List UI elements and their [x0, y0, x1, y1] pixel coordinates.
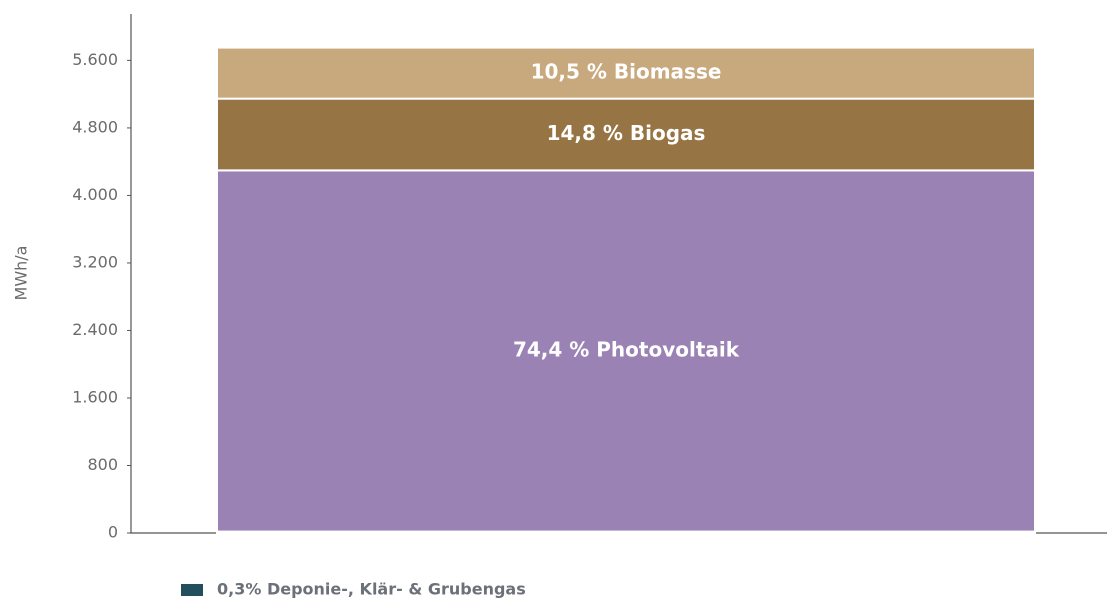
- y-axis-label: MWh/a: [12, 246, 31, 301]
- bar-segment: [216, 97, 1036, 172]
- segment-label: 14,8 % Biogas: [547, 121, 706, 145]
- legend-label: 0,3% Deponie-, Klär- & Grubengas: [217, 580, 526, 599]
- segment-label: 10,5 % Biomasse: [531, 60, 722, 84]
- segment-label: 74,4 % Photovoltaik: [513, 337, 740, 361]
- legend-swatch: [181, 584, 203, 596]
- y-tick-label: 4.000: [72, 185, 118, 204]
- y-tick-label: 1.600: [72, 387, 118, 406]
- bar-segment: [216, 169, 1036, 533]
- y-tick-label: 0: [108, 523, 118, 542]
- bar-segment: [216, 46, 1036, 100]
- y-tick-label: 2.400: [72, 320, 118, 339]
- y-tick-label: 3.200: [72, 252, 118, 271]
- y-tick-label: 5.600: [72, 50, 118, 69]
- y-tick-label: 4.800: [72, 117, 118, 136]
- y-tick-label: 800: [87, 455, 118, 474]
